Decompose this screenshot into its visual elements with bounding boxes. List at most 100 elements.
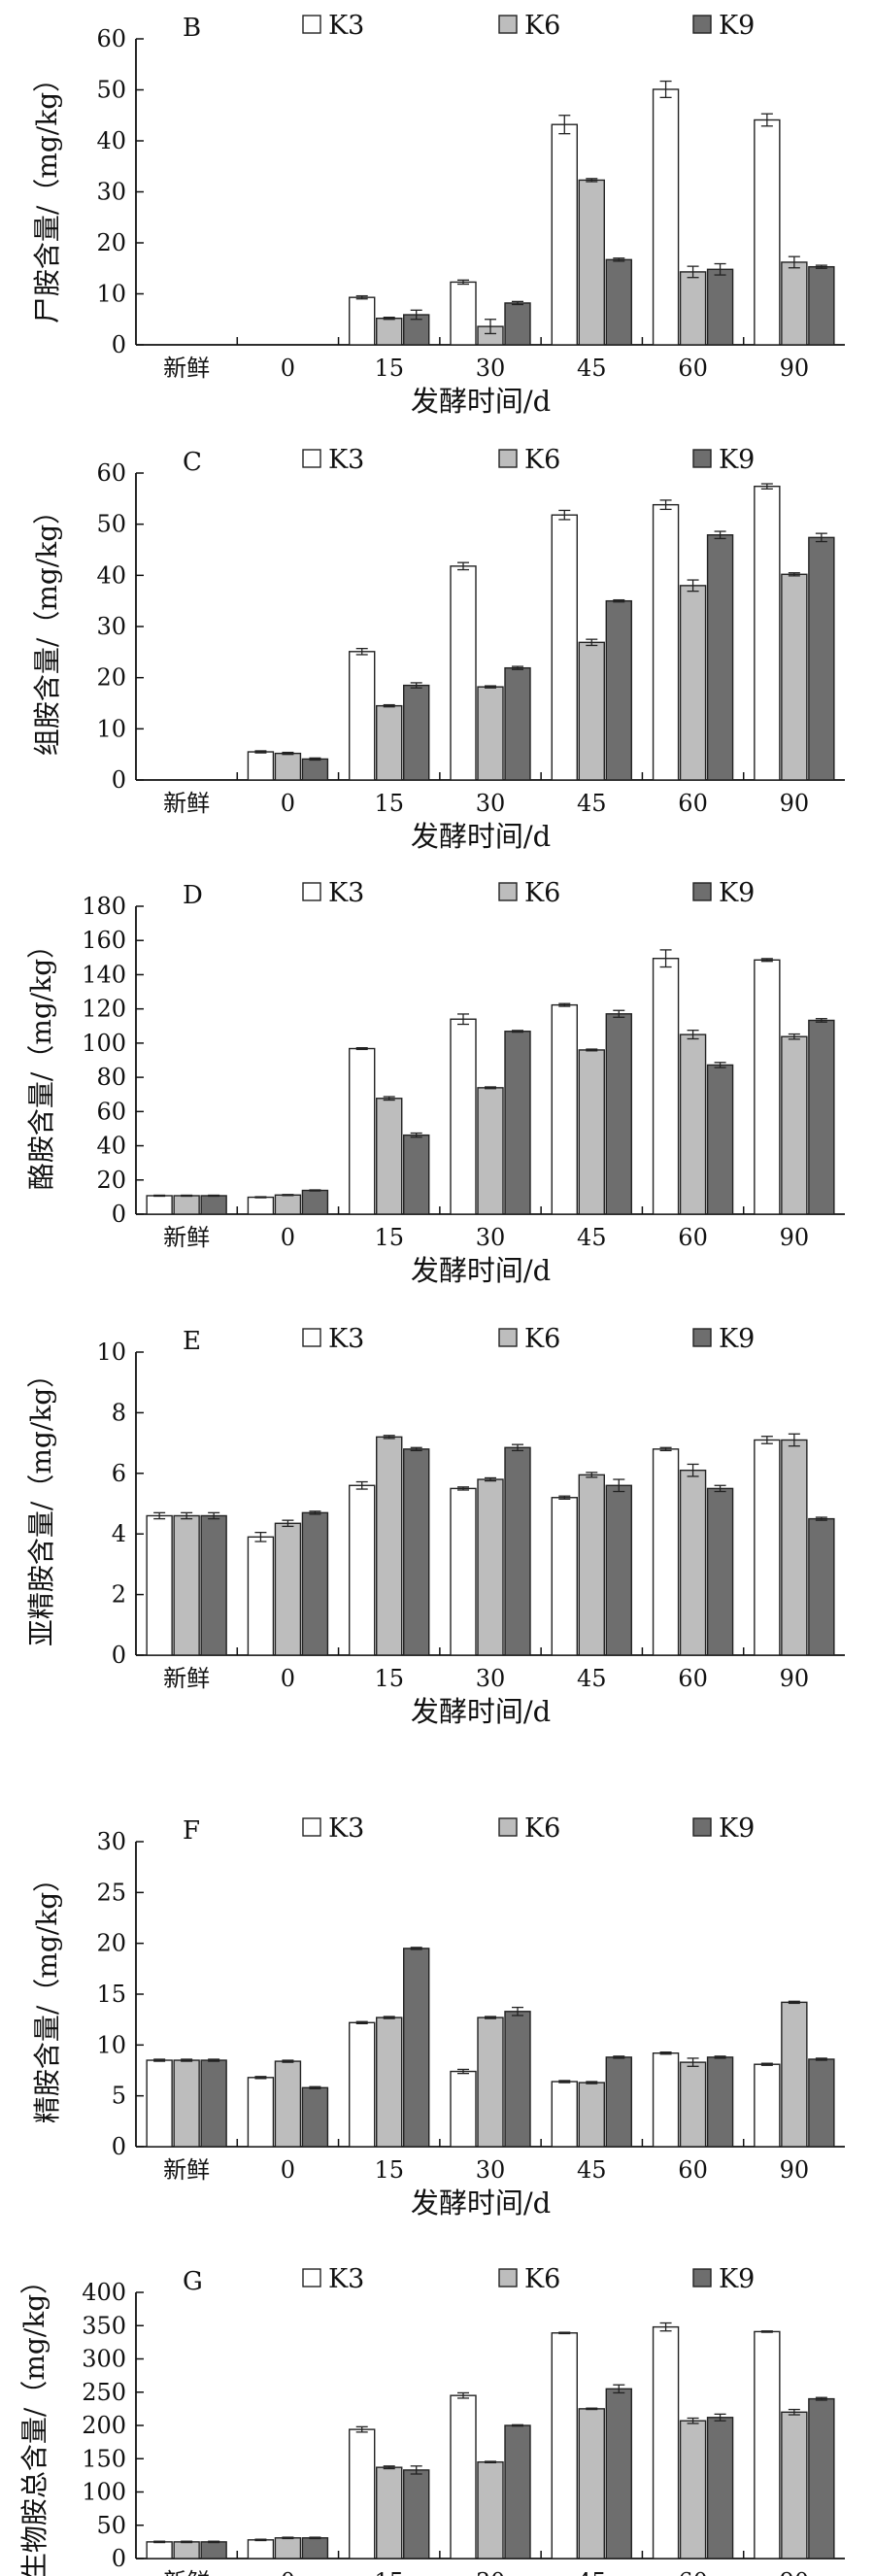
legend-label-k9: K9 [719,1813,755,1844]
bar-k6 [578,1049,605,1215]
bar-k9 [200,1514,227,1656]
bar-k3 [754,2063,781,2148]
bar-k9 [504,1031,531,1215]
legend-label-k3: K3 [328,1324,364,1354]
bar-k9 [504,666,531,781]
legend-label-k6: K6 [524,445,560,475]
legend-swatch-k6 [498,1817,518,1837]
bar-k3 [247,1196,275,1215]
bar-k6 [781,1035,808,1215]
bar-k6 [274,752,302,781]
bar-k9 [706,2417,734,2559]
x-tick-label: 90 [780,790,810,817]
bar-k9 [504,302,531,346]
y-axis-title: 亚精胺含量/（mg/kg） [25,1361,57,1646]
bar-k3 [349,296,376,346]
x-tick-label: 15 [374,2156,404,2184]
legend-label-k6: K6 [524,1324,560,1354]
bar-k9 [301,2537,329,2559]
bar-k6 [274,2060,302,2148]
y-tick-label: 160 [82,927,126,954]
bar-k9 [301,2086,329,2148]
legend-label-k3: K3 [328,1813,364,1844]
legend-label-k6: K6 [524,878,560,908]
bar-k3 [247,2077,275,2148]
legend-swatch-k9 [692,2268,712,2288]
bar-k3 [551,2081,578,2148]
legend-label-k6: K6 [524,1813,560,1844]
y-tick-label: 60 [96,459,126,487]
y-tick-label: 60 [96,1098,126,1125]
bar-k9 [706,268,734,346]
panel-letter: D [183,881,203,910]
y-tick-label: 2 [112,1581,126,1609]
bar-k3 [349,651,376,781]
bar-k9 [706,1064,734,1215]
legend-swatch-k3 [302,449,321,468]
bar-k6 [679,271,707,346]
x-axis-title: 发酵时间/d [411,1695,551,1728]
bar-k6 [477,1087,504,1215]
bar-k6 [376,318,403,346]
legend-label-k3: K3 [328,878,364,908]
bar-k6 [679,1034,707,1215]
bar-k9 [504,1446,531,1656]
y-tick-label: 10 [96,2031,126,2058]
bar-k6 [781,1439,808,1656]
legend-swatch-k9 [692,1817,712,1837]
bar-k3 [450,281,477,346]
bar-k9 [403,2469,430,2559]
y-tick-label: 250 [82,2379,126,2406]
bar-k3 [247,1536,275,1656]
bar-k9 [605,599,632,781]
legend-swatch-k3 [302,2268,321,2288]
legend-swatch-k6 [498,882,518,901]
bar-k3 [551,2332,578,2559]
x-tick-label: 45 [577,1665,607,1692]
y-tick-label: 100 [82,2479,126,2506]
bar-k9 [808,265,835,346]
bar-k3 [754,959,781,1215]
x-tick-label: 0 [281,2156,295,2184]
bar-k3 [450,1018,477,1215]
bar-k3 [450,1487,477,1656]
x-tick-label: 90 [780,1224,810,1251]
chart-panel-d: 0 20 40 60 80 100 120 140 160 180 新鲜 0 15 30 45 60 90 D K3… [25,878,845,1287]
legend-swatch-k6 [498,1328,518,1347]
panel-letter: G [183,2267,203,2296]
panel-letter: E [183,1327,201,1356]
legend-label-k9: K9 [719,445,755,475]
bar-k3 [754,119,781,346]
bar-k9 [200,2541,227,2559]
bar-k6 [679,1469,707,1656]
bar-k3 [754,1439,781,1656]
bar-k9 [808,1517,835,1656]
y-tick-label: 200 [82,2412,126,2439]
x-tick-label: 45 [577,790,607,817]
legend-label-k6: K6 [524,2264,560,2294]
legend-swatch-k6 [498,15,518,34]
x-tick-label: 60 [678,1665,708,1692]
y-tick-label: 20 [96,1930,126,1957]
x-tick-label: 60 [678,790,708,817]
y-axis-title: 酪胺含量/（mg/kg） [25,932,57,1190]
bar-k6 [781,261,808,346]
bar-k9 [504,2424,531,2559]
bar-k6 [679,2420,707,2559]
legend-swatch-k3 [302,15,321,34]
bar-k6 [274,2537,302,2559]
legend-swatch-k6 [498,2268,518,2288]
bar-k9 [605,2056,632,2148]
legend-swatch-k3 [302,1817,321,1837]
y-tick-label: 0 [112,2133,126,2160]
x-tick-label: 60 [678,2568,708,2576]
bar-k6 [477,1478,504,1656]
y-tick-label: 350 [82,2312,126,2339]
bar-k9 [808,2397,835,2559]
bar-k6 [578,1474,605,1656]
bar-k6 [376,1436,403,1656]
bar-k9 [403,1448,430,1656]
y-tick-label: 60 [96,25,126,52]
y-tick-label: 8 [112,1399,126,1426]
y-tick-label: 80 [96,1064,126,1091]
